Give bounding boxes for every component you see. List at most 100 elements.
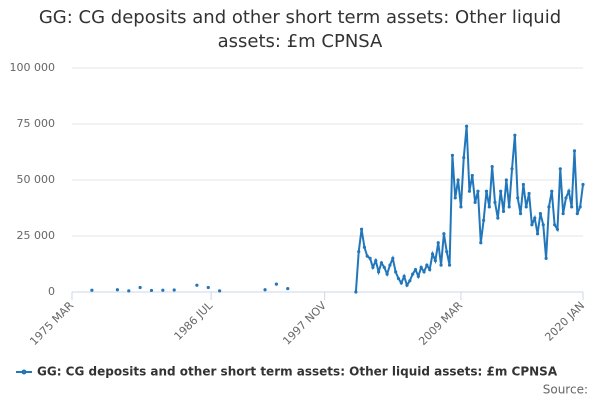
point: [354, 290, 358, 294]
point: [513, 133, 517, 137]
point: [161, 288, 165, 292]
point: [507, 205, 511, 209]
point: [501, 209, 506, 213]
point: [541, 223, 545, 227]
point: [425, 263, 429, 267]
point: [172, 288, 176, 292]
point: [362, 245, 367, 249]
point: [430, 252, 435, 256]
point: [473, 200, 477, 204]
point: [524, 205, 528, 209]
point: [493, 200, 497, 204]
point: [487, 205, 491, 209]
point: [499, 189, 503, 193]
point: [138, 285, 142, 290]
point: [530, 223, 534, 227]
point: [544, 256, 548, 260]
point: [408, 279, 412, 283]
point: [484, 189, 489, 193]
point: [359, 227, 364, 231]
point: [377, 270, 381, 274]
point: [564, 196, 568, 200]
point: [274, 282, 278, 286]
y-tick-label: 25 000: [17, 229, 56, 242]
point: [428, 268, 432, 272]
y-tick-label: 75 000: [17, 117, 56, 130]
point: [510, 167, 514, 171]
point: [561, 212, 565, 216]
point: [496, 216, 500, 220]
point: [459, 205, 463, 209]
point: [572, 149, 577, 153]
point: [547, 205, 551, 209]
point: [357, 250, 361, 254]
point: [578, 205, 582, 209]
point: [391, 256, 395, 260]
point: [479, 241, 483, 245]
point: [90, 288, 94, 292]
point: [467, 189, 472, 193]
point: [365, 254, 369, 258]
point: [535, 232, 540, 236]
x-tick-label: 1975 MAR: [27, 299, 76, 348]
point: [399, 281, 403, 285]
x-tick-label: 1997 NOV: [280, 299, 329, 348]
point: [533, 216, 537, 220]
point: [402, 274, 406, 278]
point: [527, 191, 531, 196]
point: [470, 173, 474, 178]
point: [368, 256, 372, 260]
point: [567, 189, 571, 193]
series-line: [354, 126, 584, 293]
legend-marker: [21, 369, 27, 375]
point: [465, 124, 469, 128]
point: [394, 270, 398, 274]
point: [450, 153, 455, 157]
y-tick-label: 0: [48, 285, 55, 298]
point: [385, 272, 389, 276]
point: [538, 212, 543, 216]
point: [115, 288, 120, 292]
legend-label: GG: CG deposits and other short term ass…: [37, 365, 558, 379]
point: [218, 289, 222, 293]
point: [490, 164, 494, 169]
point: [476, 189, 480, 193]
point: [553, 223, 557, 227]
point: [416, 274, 420, 278]
point: [379, 261, 384, 265]
x-tick-label: 1986 JUL: [172, 298, 216, 342]
point: [422, 270, 426, 274]
point: [433, 259, 437, 263]
point: [149, 288, 154, 293]
point: [286, 287, 290, 291]
point: [453, 196, 457, 200]
point: [195, 283, 199, 287]
point: [518, 212, 523, 216]
point: [555, 227, 560, 231]
point: [445, 250, 449, 254]
point: [456, 178, 460, 182]
point: [482, 218, 486, 222]
point: [436, 241, 440, 245]
point: [516, 196, 520, 200]
point: [396, 276, 401, 281]
point: [558, 167, 562, 171]
point: [371, 265, 375, 269]
point: [462, 156, 466, 160]
point: [388, 263, 392, 267]
point: [374, 259, 378, 263]
point: [127, 289, 131, 293]
point: [405, 283, 409, 287]
point: [570, 205, 574, 209]
point: [419, 265, 423, 269]
source: Source:: [543, 383, 588, 397]
point: [447, 263, 452, 267]
point: [382, 265, 386, 269]
point: [575, 212, 579, 216]
point: [581, 182, 585, 187]
y-tick-label: 50 000: [17, 173, 56, 186]
point: [263, 288, 267, 292]
x-tick-label: 2020 JAN: [542, 299, 587, 344]
point: [442, 232, 446, 236]
